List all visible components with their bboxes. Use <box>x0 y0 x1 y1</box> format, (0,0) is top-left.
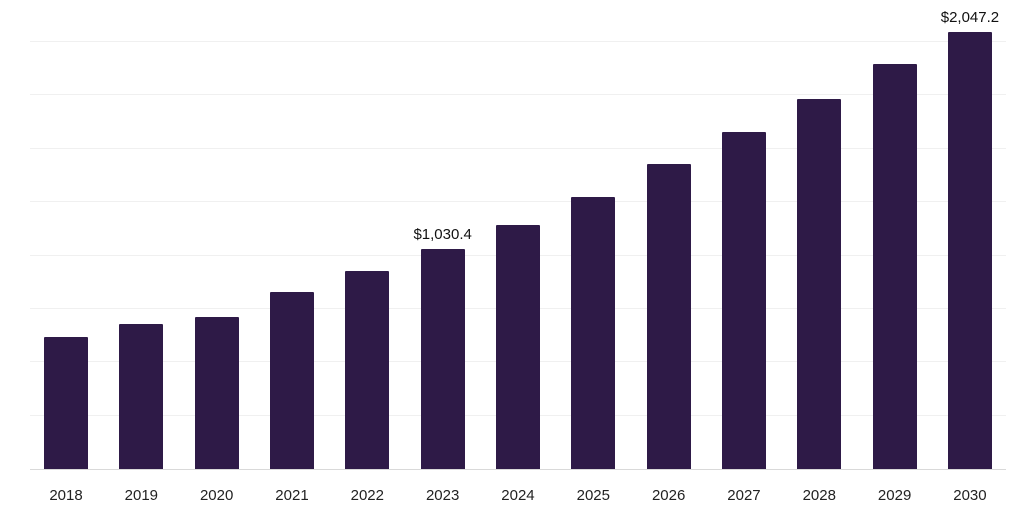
x-tick-2018: 2018 <box>49 487 83 504</box>
bar-column-2028 <box>797 10 842 469</box>
bar-2028 <box>797 99 842 469</box>
bar-series: $1,030.4 $2,047.2 <box>44 9 999 469</box>
bar-2023 <box>420 249 465 469</box>
bar-column-2029 <box>872 10 917 469</box>
x-tick-2020: 2020 <box>199 487 234 504</box>
x-tick-2030: 2030 <box>953 487 987 504</box>
bar-2020 <box>194 316 239 469</box>
bar-2026 <box>646 163 691 469</box>
gridline <box>30 147 1006 149</box>
plot-area: $1,030.4 $2,047.2 <box>30 9 1006 470</box>
x-tick-2022: 2022 <box>350 487 384 504</box>
x-tick-2025: 2025 <box>576 487 610 504</box>
bar-2019 <box>119 324 164 469</box>
bar-2025 <box>571 196 616 469</box>
x-axis: 2018 2019 2020 2021 2022 2023 2024 2025 2026 2027… <box>44 487 992 504</box>
x-tick-2029: 2029 <box>877 487 912 504</box>
bar-column-2023: $1,030.4 <box>413 10 472 469</box>
x-tick-2024: 2024 <box>501 487 535 504</box>
bar-2021 <box>269 291 314 469</box>
bar-2027 <box>721 132 766 469</box>
bar-column-2026 <box>646 10 691 469</box>
x-tick-2028: 2028 <box>802 487 836 504</box>
bar-column-2024 <box>495 10 540 469</box>
bar-2018 <box>44 336 88 469</box>
bar-column-2018 <box>44 10 88 469</box>
x-tick-2019: 2019 <box>124 487 159 504</box>
bar-column-2020 <box>194 10 239 469</box>
x-tick-2026: 2026 <box>651 487 686 504</box>
bar-2024 <box>495 224 540 469</box>
bar-column-2027 <box>721 10 766 469</box>
gridline <box>30 94 1006 96</box>
bar-2030 <box>947 31 992 469</box>
x-tick-2027: 2027 <box>727 487 761 504</box>
bar-column-2019 <box>119 10 164 469</box>
x-tick-2023: 2023 <box>425 487 460 504</box>
bar-column-2030: $2,047.2 <box>941 9 999 469</box>
gridline <box>30 201 1006 203</box>
bar-column-2021 <box>269 10 314 469</box>
bar-2029 <box>872 64 917 469</box>
value-label-2023: $1,030.4 <box>413 226 472 244</box>
bar-2022 <box>345 270 390 469</box>
x-tick-2021: 2021 <box>275 487 309 504</box>
gridline <box>30 41 1006 43</box>
value-label-2030: $2,047.2 <box>940 8 1000 26</box>
bar-column-2025 <box>571 10 616 469</box>
bar-column-2022 <box>345 10 390 469</box>
